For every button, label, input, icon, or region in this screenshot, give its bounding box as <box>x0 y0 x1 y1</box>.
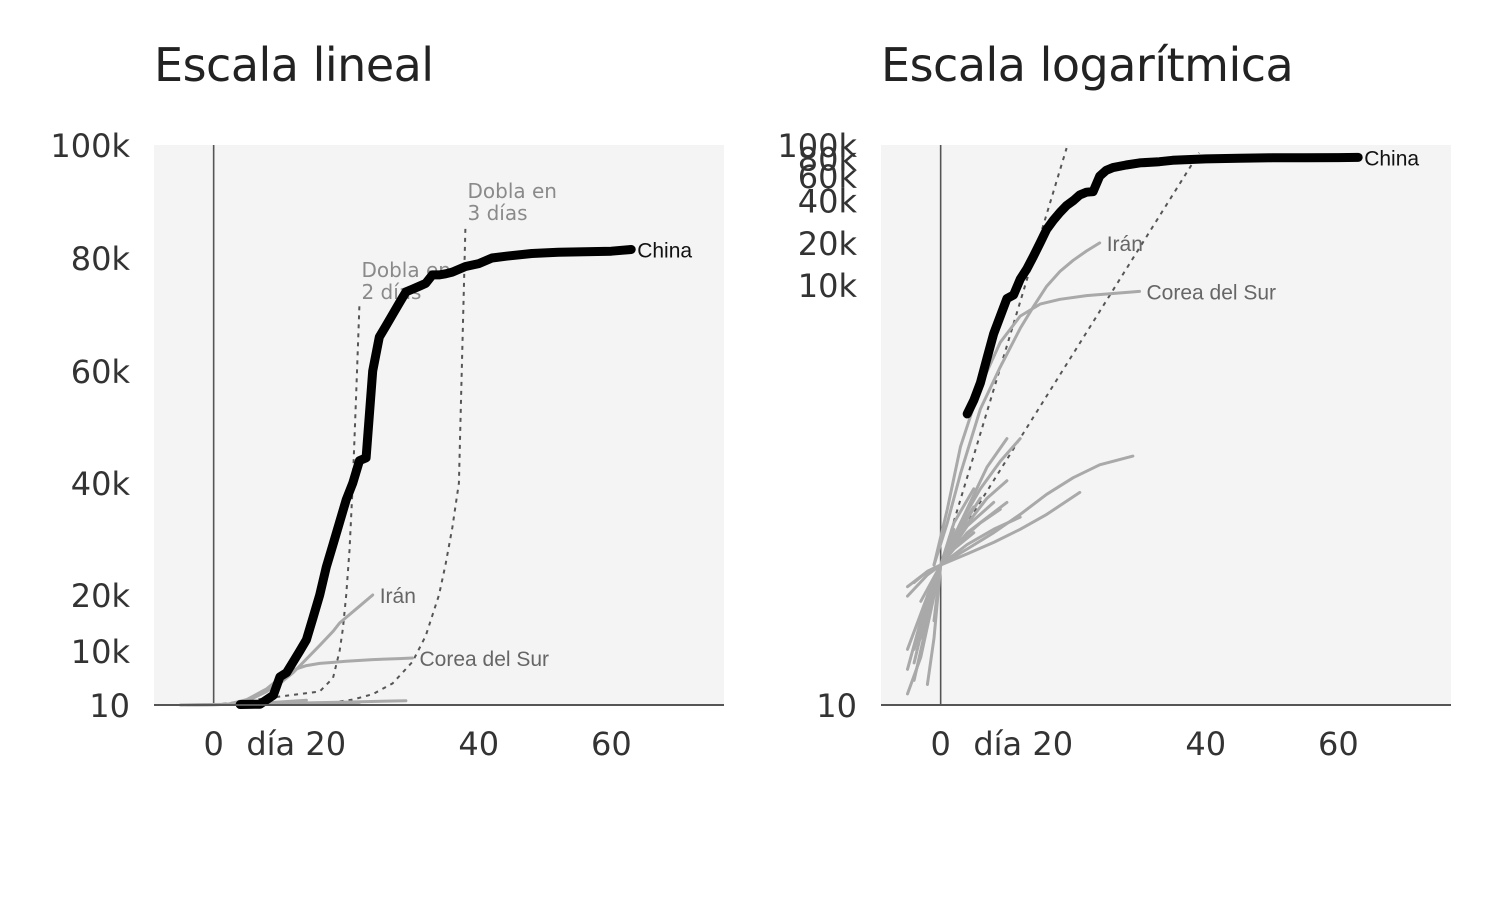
series-label: Irán <box>1107 233 1143 256</box>
doubling-guide-line <box>939 152 1200 566</box>
series-line <box>925 563 943 686</box>
x-tick-label: 0 <box>203 725 223 763</box>
y-tick-label: 10 <box>89 687 130 725</box>
series-label: Corea del Sur <box>1146 281 1276 304</box>
y-tick-label: 80k <box>71 240 131 278</box>
doubling-guide-line <box>939 147 1068 566</box>
chart-title: Escala lineal <box>154 38 434 92</box>
series-line-china <box>235 245 636 709</box>
series-label: Irán <box>380 585 416 608</box>
y-tick-label: 60k <box>71 353 131 391</box>
y-tick-label: 40k <box>798 183 858 221</box>
series-line <box>906 515 1022 598</box>
log-chart-svg: Irán Corea del Sur China 0 día 20 40 60 10 10k 20… <box>777 127 1451 763</box>
series-line <box>932 241 1102 567</box>
x-tick-label: 0 <box>930 725 950 763</box>
series-label: China <box>1364 147 1419 170</box>
series-line <box>906 527 956 696</box>
y-tick-label: 20k <box>71 577 131 615</box>
y-tick-label: 60k <box>798 158 858 196</box>
series-line <box>906 500 1009 589</box>
y-tick-label: 40k <box>71 465 131 503</box>
x-tick-label: día 20 <box>973 725 1073 763</box>
chart-title: Escala logarítmica <box>881 38 1294 92</box>
series-line <box>932 289 1141 567</box>
y-tick-label: 10 <box>816 687 857 725</box>
doubling-guide-label: Dobla en 2 días <box>361 258 450 304</box>
x-tick-label: día 20 <box>246 725 346 763</box>
doubling-guide-line <box>213 224 467 706</box>
y-tick-label: 100k <box>50 127 130 165</box>
y-tick-label: 100k <box>777 127 857 165</box>
series-label: China <box>637 240 692 263</box>
x-tick-label: 60 <box>1318 725 1359 763</box>
x-tick-label: 40 <box>458 725 499 763</box>
series-line <box>225 656 414 706</box>
y-tick-label: 10k <box>71 633 131 671</box>
chart-panel-linear: Escala lineal Dobla en 2 días Dobla en 3 dí… <box>0 0 740 900</box>
doubling-guide-label-line: 3 días <box>468 201 528 225</box>
doubling-guide-label-line: Dobla en <box>468 179 557 203</box>
y-tick-label: 10k <box>798 267 858 305</box>
series-line <box>225 593 375 706</box>
y-tick-label: 20k <box>798 225 858 263</box>
doubling-guide-label: Dobla en 3 días <box>468 179 557 225</box>
linear-chart-svg: Dobla en 2 días Dobla en 3 días Irán Corea de… <box>50 127 724 763</box>
x-tick-label: 40 <box>1185 725 1226 763</box>
series-line-china <box>962 152 1363 419</box>
chart-panel-log: Escala logarítmica Irán Corea del Sur Chin… <box>727 0 1467 900</box>
series-label: Corea del Sur <box>419 648 549 671</box>
y-tick-label: 80k <box>798 141 858 179</box>
plot-background <box>154 145 724 705</box>
x-tick-label: 60 <box>591 725 632 763</box>
